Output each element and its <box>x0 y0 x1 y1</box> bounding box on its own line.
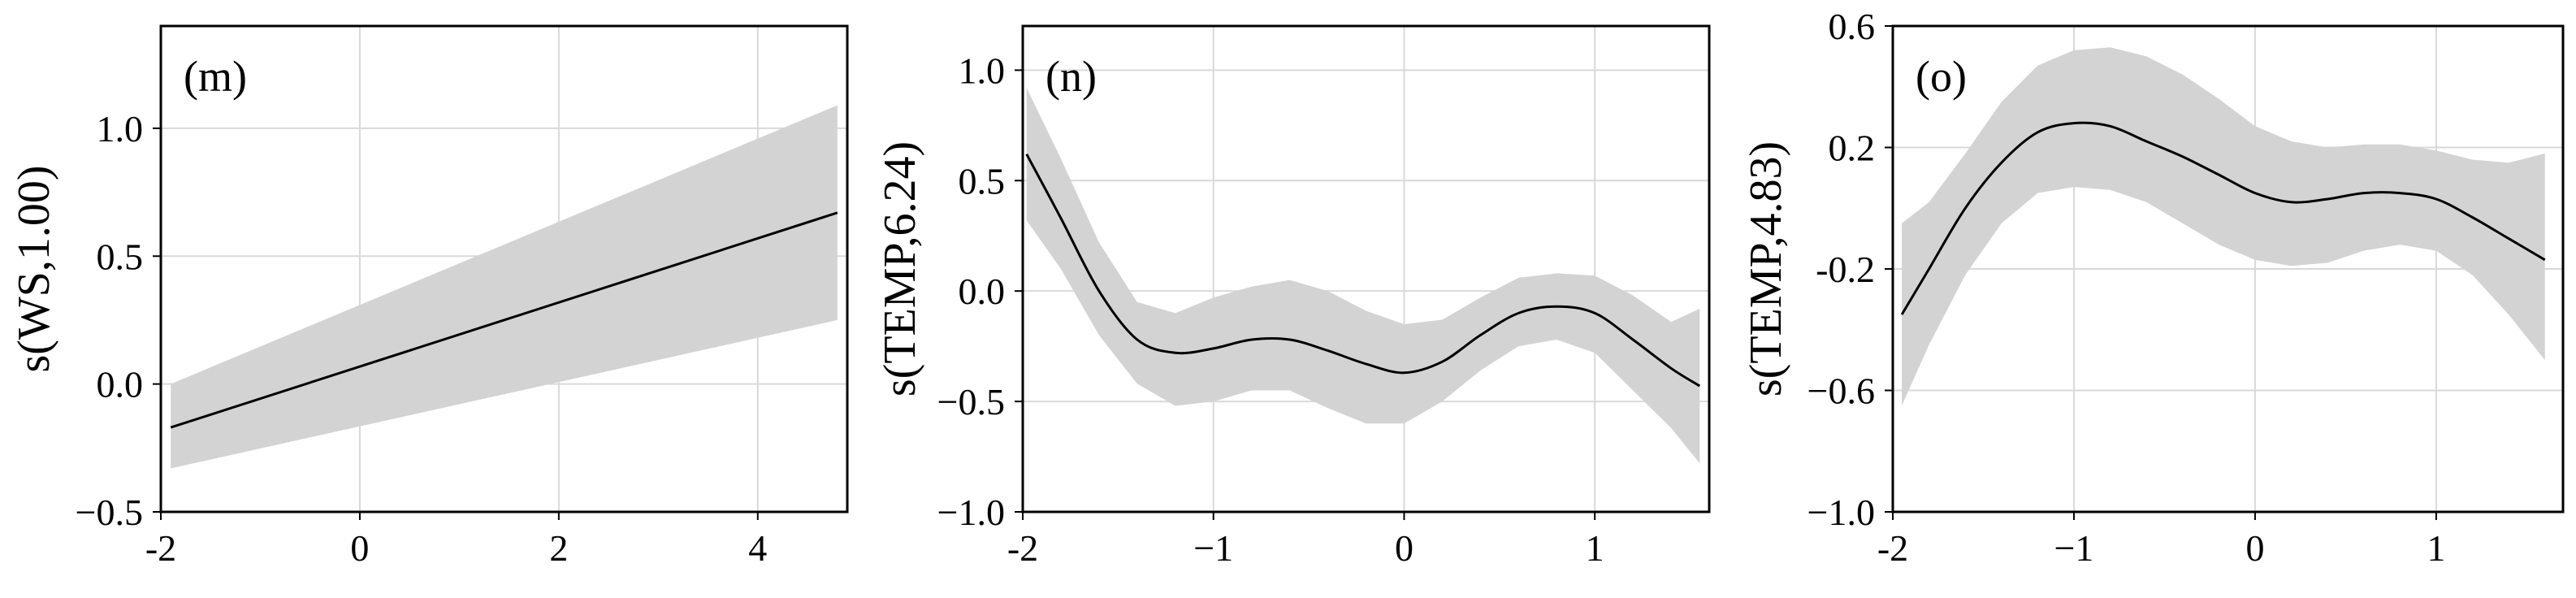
x-tick-label: 2 <box>549 527 568 569</box>
y-tick-label: −1.0 <box>937 492 1005 533</box>
y-tick-label: 0.6 <box>1829 6 1876 47</box>
x-tick-label: 0 <box>350 527 369 569</box>
y-axis-label: s(TEMP,4.83) <box>1741 141 1791 396</box>
plot-frame <box>159 24 849 514</box>
smooth-fit-line <box>1025 153 1701 388</box>
y-tick-label: 0.5 <box>97 236 144 277</box>
x-tick-label: 1 <box>1586 527 1604 569</box>
x-tick-label: −1 <box>2054 527 2093 569</box>
chart-panel-1: -2 0 2 4 −0.5 0.0 0.5 1.0 (m) s(WS,1.00) <box>9 24 849 569</box>
confidence-band <box>1026 88 1700 464</box>
y-tick-label: −0.5 <box>937 381 1005 422</box>
smooth-fit-line <box>1900 121 2546 315</box>
y-axis-label: s(WS,1.00) <box>9 165 59 372</box>
smooth-fit-line <box>170 211 838 429</box>
x-tick-label: 1 <box>2427 527 2445 569</box>
confidence-band <box>1902 47 2545 406</box>
x-tick-label: −1 <box>1193 527 1233 569</box>
x-tick-label: 0 <box>1395 527 1414 569</box>
x-tick-label: -2 <box>1877 527 1908 569</box>
y-tick-label: 1.0 <box>97 108 144 150</box>
y-tick-label: −0.6 <box>1808 370 1875 412</box>
y-tick-label: 1.0 <box>959 50 1006 91</box>
plot-frame <box>1021 24 1711 514</box>
y-tick-label: -0.2 <box>1816 249 1875 290</box>
y-tick-label: 0.0 <box>97 364 144 405</box>
panel-label: (n) <box>1046 52 1097 101</box>
chart-panel-3: -2 −1 0 1 −1.0 −0.6 -0.2 0.2 0.6 (o) s(TEMP,4.83) <box>1741 6 2565 569</box>
x-tick-label: 0 <box>2245 527 2264 569</box>
y-axis-label: s(TEMP,6.24) <box>875 141 925 396</box>
chart-panel-2: -2 −1 0 1 −1.0 −0.5 0.0 0.5 1.0 (n) s(TEMP,6.24) <box>875 24 1711 569</box>
y-tick-label: −1.0 <box>1808 492 1875 533</box>
y-tick-label: 0.2 <box>1829 128 1876 169</box>
x-tick-label: -2 <box>1007 527 1038 569</box>
x-tick-label: 4 <box>748 527 767 569</box>
x-tick-label: -2 <box>145 527 176 569</box>
confidence-band <box>171 105 838 469</box>
panel-label: (m) <box>184 52 247 101</box>
y-tick-label: 0.5 <box>959 160 1006 202</box>
y-tick-label: 0.0 <box>959 271 1006 312</box>
panel-label: (o) <box>1916 52 1967 101</box>
y-tick-label: −0.5 <box>76 492 143 533</box>
